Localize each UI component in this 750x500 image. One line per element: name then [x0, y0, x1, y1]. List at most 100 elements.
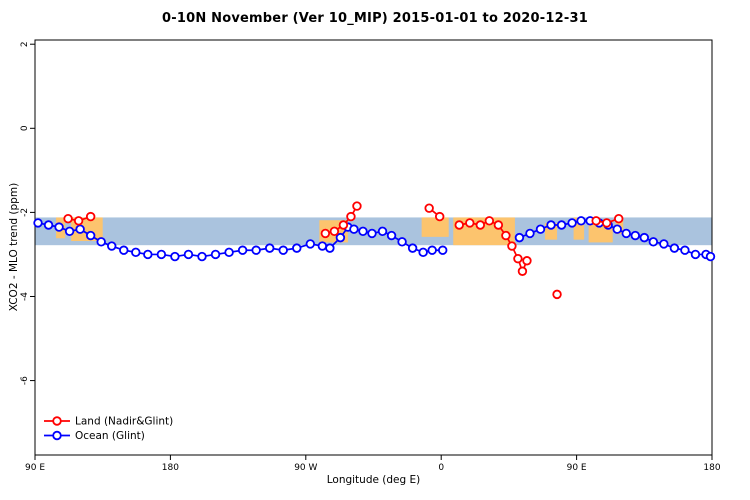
land-data-point: [85, 211, 96, 222]
ocean-data-point: [367, 228, 377, 239]
ocean-data-point: [143, 249, 153, 260]
ocean-data-point: [278, 245, 288, 255]
x-tick-label: 90 E: [567, 463, 587, 473]
ocean-data-point: [427, 245, 437, 255]
land-data-point: [424, 203, 434, 213]
legend-marker-sample: [52, 416, 62, 426]
ocean-data-point: [305, 239, 316, 249]
ocean-data-point: [107, 241, 117, 251]
ocean-data-point: [292, 243, 302, 253]
land-data-point: [552, 289, 562, 300]
ocean-data-point: [43, 220, 54, 230]
ocean-data-point: [349, 224, 359, 234]
land-data-point: [601, 218, 612, 228]
ocean-data-point: [659, 239, 669, 249]
land-data-point: [513, 253, 523, 264]
ocean-data-point: [96, 237, 106, 247]
ocean-data-point: [197, 251, 207, 262]
land-data-point: [517, 266, 528, 276]
ocean-data-point: [85, 230, 96, 241]
ocean-data-point: [358, 226, 368, 237]
ocean-data-point: [386, 230, 397, 241]
land-data-point: [434, 211, 445, 222]
land-data-point: [352, 201, 362, 211]
ocean-data-point: [251, 245, 261, 255]
legend-marker-sample: [52, 430, 62, 441]
x-axis-title: Longitude (deg E): [326, 474, 421, 486]
land-data-point: [475, 220, 486, 230]
land-data-point: [73, 216, 84, 226]
land-data-point: [63, 213, 73, 224]
ocean-data-point: [170, 251, 180, 262]
ocean-data-point: [525, 228, 535, 239]
x-tick-label: 90 W: [294, 463, 317, 473]
ocean-data-point: [75, 224, 85, 234]
y-axis-title: XCO2 - MLO trend (ppm): [8, 182, 20, 312]
ocean-data-point: [131, 247, 141, 258]
ocean-data-point: [621, 228, 631, 239]
chart-title: 0-10N November (Ver 10_MIP) 2015-01-01 t…: [162, 11, 588, 26]
land-data-point: [338, 220, 349, 230]
land-data-point: [329, 226, 340, 237]
plot-frame: [34, 39, 713, 456]
ocean-data-point: [335, 232, 346, 243]
ocean-data-point: [224, 247, 234, 258]
y-tick-label: -2: [20, 208, 30, 217]
land-data-point: [507, 241, 517, 251]
land-data-point: [522, 256, 532, 266]
y-tick-label: 0: [20, 125, 30, 131]
ocean-data-point: [418, 247, 428, 258]
ocean-data-point: [377, 226, 388, 237]
land-data-point: [614, 213, 624, 224]
latitude-band-land-patch: [573, 217, 585, 240]
y-tick-label: 2: [20, 41, 30, 47]
ocean-data-point: [119, 245, 129, 255]
land-data-point: [346, 211, 356, 222]
ocean-data-point: [156, 249, 167, 260]
land-data-point: [591, 216, 601, 226]
x-tick-label: 90 E: [25, 463, 45, 473]
ocean-data-point: [397, 237, 407, 247]
land-data-point: [465, 218, 475, 228]
x-tick-label: 0: [438, 463, 444, 473]
ocean-data-point: [64, 226, 75, 237]
ocean-data-point: [210, 249, 221, 260]
ocean-data-point: [317, 241, 328, 251]
ocean-data-point: [535, 224, 546, 234]
ocean-data-point: [648, 237, 659, 247]
x-tick-label: 180: [703, 463, 720, 473]
land-series-line: [459, 219, 528, 274]
ocean-data-point: [630, 230, 640, 241]
x-tick-label: 180: [162, 463, 179, 473]
ocean-data-point: [438, 245, 448, 255]
land-data-point: [484, 216, 495, 226]
ocean-data-point: [264, 243, 275, 253]
land-data-point: [501, 230, 511, 241]
ocean-data-point: [680, 245, 690, 255]
land-data-point: [454, 220, 464, 230]
legend-label: Land (Nadir&Glint): [75, 416, 173, 428]
land-data-point: [493, 220, 504, 230]
ocean-data-point: [612, 224, 622, 234]
ocean-data-point: [567, 218, 577, 228]
ocean-data-point: [407, 243, 418, 253]
y-tick-label: -6: [20, 376, 30, 385]
ocean-data-point: [33, 218, 43, 228]
ocean-data-point: [237, 245, 248, 255]
ocean-data-point: [705, 251, 716, 262]
y-tick-label: -4: [20, 292, 30, 301]
ocean-data-point: [669, 243, 680, 253]
ocean-data-point: [546, 220, 556, 230]
ocean-data-point: [325, 243, 335, 253]
ocean-data-point: [639, 232, 649, 243]
ocean-data-point: [690, 249, 701, 260]
ocean-data-point: [54, 222, 64, 232]
legend-label: Ocean (Glint): [75, 430, 145, 442]
land-data-point: [320, 228, 331, 239]
latitude-band-land-patch: [421, 217, 449, 237]
ocean-data-point: [556, 220, 567, 230]
ocean-data-point: [183, 249, 194, 260]
ocean-data-point: [576, 216, 586, 226]
ocean-data-point: [514, 232, 525, 243]
